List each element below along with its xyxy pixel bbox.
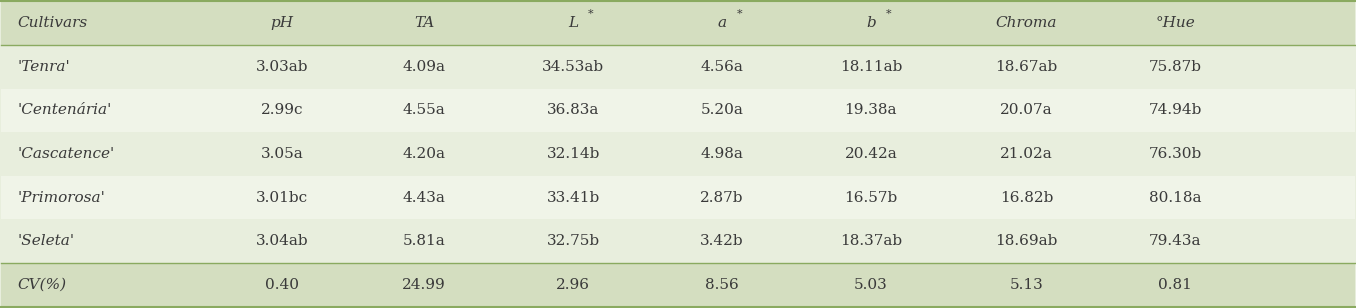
Text: 5.03: 5.03 — [854, 278, 888, 292]
Text: 34.53ab: 34.53ab — [542, 60, 605, 74]
Text: 5.13: 5.13 — [1010, 278, 1043, 292]
Text: 16.57b: 16.57b — [845, 191, 898, 205]
Text: 'Cascatence': 'Cascatence' — [18, 147, 115, 161]
Text: °Hue: °Hue — [1155, 16, 1195, 30]
Bar — [1, 132, 1355, 176]
Text: 80.18a: 80.18a — [1149, 191, 1201, 205]
Bar — [1, 45, 1355, 89]
Text: 79.43a: 79.43a — [1149, 234, 1201, 248]
Text: 0.40: 0.40 — [266, 278, 300, 292]
Text: pH: pH — [271, 16, 294, 30]
Text: 18.69ab: 18.69ab — [995, 234, 1058, 248]
Text: Chroma: Chroma — [995, 16, 1058, 30]
Text: 'Tenra': 'Tenra' — [18, 60, 71, 74]
Bar — [1, 2, 1355, 45]
Text: 36.83a: 36.83a — [546, 103, 599, 117]
Text: 19.38a: 19.38a — [845, 103, 898, 117]
Text: 2.99c: 2.99c — [260, 103, 304, 117]
Text: *: * — [885, 9, 891, 19]
Text: 16.82b: 16.82b — [999, 191, 1054, 205]
Text: 4.43a: 4.43a — [403, 191, 446, 205]
Text: 24.99: 24.99 — [403, 278, 446, 292]
Text: 3.04ab: 3.04ab — [256, 234, 309, 248]
Text: Cultivars: Cultivars — [18, 16, 88, 30]
Text: 4.56a: 4.56a — [701, 60, 743, 74]
Text: 74.94b: 74.94b — [1149, 103, 1201, 117]
Text: 20.42a: 20.42a — [845, 147, 898, 161]
Text: 4.09a: 4.09a — [403, 60, 446, 74]
Text: a: a — [717, 16, 727, 30]
Text: 5.81a: 5.81a — [403, 234, 446, 248]
Text: 2.87b: 2.87b — [700, 191, 743, 205]
Text: 4.55a: 4.55a — [403, 103, 446, 117]
Text: 76.30b: 76.30b — [1149, 147, 1201, 161]
Text: 'Centenária': 'Centenária' — [18, 103, 113, 117]
Text: 'Seleta': 'Seleta' — [18, 234, 75, 248]
Text: 4.20a: 4.20a — [403, 147, 446, 161]
Text: 2.96: 2.96 — [556, 278, 590, 292]
Text: 18.37ab: 18.37ab — [839, 234, 902, 248]
Text: 32.75b: 32.75b — [546, 234, 599, 248]
Text: 3.05a: 3.05a — [260, 147, 304, 161]
Text: 32.14b: 32.14b — [546, 147, 599, 161]
Bar — [1, 219, 1355, 263]
Text: 'Primorosa': 'Primorosa' — [18, 191, 106, 205]
Text: 3.42b: 3.42b — [700, 234, 744, 248]
Text: 0.81: 0.81 — [1158, 278, 1192, 292]
Bar — [1, 263, 1355, 306]
Text: 20.07a: 20.07a — [1001, 103, 1052, 117]
Text: L: L — [568, 16, 578, 30]
Bar — [1, 89, 1355, 132]
Text: *: * — [589, 9, 594, 19]
Text: b: b — [866, 16, 876, 30]
Text: 4.98a: 4.98a — [701, 147, 743, 161]
Text: TA: TA — [414, 16, 434, 30]
Text: 5.20a: 5.20a — [701, 103, 743, 117]
Text: 33.41b: 33.41b — [546, 191, 599, 205]
Text: 18.67ab: 18.67ab — [995, 60, 1058, 74]
Text: *: * — [736, 9, 743, 19]
Text: 3.01bc: 3.01bc — [256, 191, 308, 205]
Text: 21.02a: 21.02a — [1001, 147, 1052, 161]
Text: CV(%): CV(%) — [18, 278, 66, 292]
Text: 8.56: 8.56 — [705, 278, 739, 292]
Text: 75.87b: 75.87b — [1149, 60, 1201, 74]
Bar — [1, 176, 1355, 219]
Text: 18.11ab: 18.11ab — [839, 60, 902, 74]
Text: 3.03ab: 3.03ab — [256, 60, 308, 74]
